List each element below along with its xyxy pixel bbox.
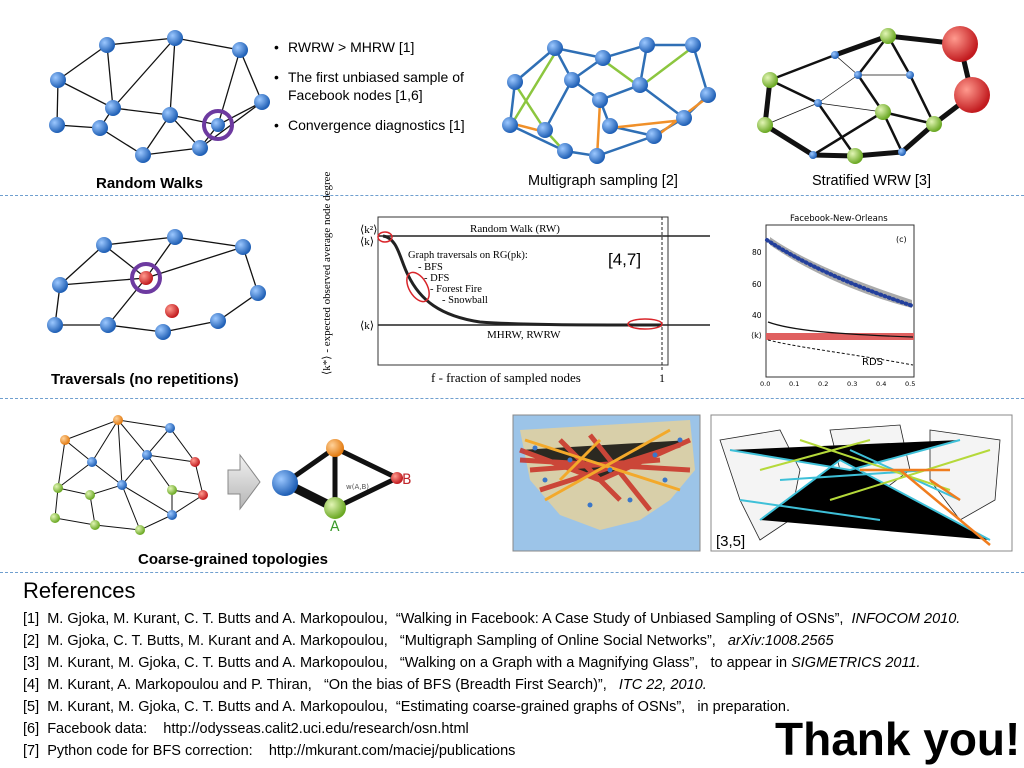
fb-chart-title: Facebook-New-Orleans <box>790 214 888 224</box>
bullet-list: RWRW > MHRW [1] The first unbiased sampl… <box>274 38 504 146</box>
coarse-graph-detail-nodes <box>50 415 208 535</box>
coarse-arrow-icon <box>227 453 261 511</box>
bullet-item: The first unbiased sample of Facebook no… <box>274 68 504 104</box>
coarse-node-b-label: B <box>402 472 412 488</box>
chart-legend-title: Graph traversals on RG(pk): <box>408 250 528 261</box>
thank-you-heading: Thank you! <box>775 713 1021 765</box>
fb-y-mean: ⟨k⟩ <box>751 331 762 340</box>
chart-rw-label: Random Walk (RW) <box>470 223 560 235</box>
reference-item: [2] M. Gjoka, C. T. Butts, M. Kurant and… <box>23 633 834 649</box>
chart-mhrw-label: MHRW, RWRW <box>487 329 561 341</box>
fb-ytick-40: 40 <box>752 311 762 320</box>
chart-ref: [4,7] <box>608 250 641 269</box>
references-section: References [1] M. Gjoka, M. Kurant, C. T… <box>23 578 1013 762</box>
traversal-chart: ⟨k²⟩ ⟨k⟩ ⟨k⟩ Random Walk (RW) Graph trav… <box>321 171 710 385</box>
random-walk-graph <box>56 37 263 156</box>
fb-ytick-60: 60 <box>752 280 762 289</box>
chart-xlabel: f - fraction of sampled nodes <box>431 370 581 385</box>
caption-random-walks: Random Walks <box>96 175 203 192</box>
section-divider-1 <box>0 195 1024 196</box>
caption-coarse: Coarse-grained topologies <box>138 551 329 568</box>
stratified-nodes <box>757 26 990 164</box>
chart-legend-bfs: - BFS <box>418 262 443 273</box>
map-ref: [3,5] <box>716 533 745 550</box>
reference-item: [4] M. Kurant, A. Markopoulou and P. Thi… <box>23 677 707 693</box>
fb-xtick-3: 0.3 <box>847 380 857 388</box>
reference-item: [5] M. Kurant, M. Gjoka, C. T. Butts and… <box>23 699 791 715</box>
fb-xtick-1: 0.1 <box>789 380 799 388</box>
us-map-image <box>512 414 701 552</box>
coarse-graph-summary <box>272 439 403 519</box>
section-divider-2 <box>0 398 1024 399</box>
chart-ylabel: ⟨k*⟩ - expected observed average node de… <box>321 171 333 375</box>
fb-chart: Facebook-New-Orleans (c) 80 60 40 ⟨k⟩ RD… <box>751 214 915 388</box>
reference-item: [3] M. Kurant, M. Gjoka, C. T. Butts and… <box>23 655 921 671</box>
chart-tick-k2: ⟨k²⟩ <box>360 224 377 236</box>
reference-link: http://odysseas.calit2.uci.edu/research/… <box>163 721 469 737</box>
reference-item: [7] Python code for BFS correction: http… <box>23 743 516 759</box>
fb-xtick-4: 0.4 <box>876 380 886 388</box>
reference-item: [1] M. Gjoka, M. Kurant, C. T. Butts and… <box>23 611 961 627</box>
chart-legend-dfs: - DFS <box>424 273 450 284</box>
bullet-item: RWRW > MHRW [1] <box>274 38 504 56</box>
chart-tick-k-bottom: ⟨k⟩ <box>360 320 374 332</box>
traversal-nodes <box>47 229 266 340</box>
fb-xtick-0: 0.0 <box>760 380 770 388</box>
world-map-image: [3,5] <box>710 414 1013 552</box>
traversal-graph <box>54 236 259 333</box>
reference-link: http://mkurant.com/maciej/publications <box>268 743 516 759</box>
stratified-graph <box>762 33 975 159</box>
caption-traversals: Traversals (no repetitions) <box>51 371 239 388</box>
bullet-item: Convergence diagnostics [1] <box>274 116 504 134</box>
fb-xtick-5: 0.5 <box>905 380 915 388</box>
illustrations-canvas: ⟨k²⟩ ⟨k⟩ ⟨k⟩ Random Walk (RW) Graph trav… <box>47 26 1013 552</box>
fb-xtick-2: 0.2 <box>818 380 828 388</box>
chart-tick-k: ⟨k⟩ <box>360 236 374 248</box>
section-divider-3 <box>0 572 1024 573</box>
references-title: References <box>23 578 136 603</box>
fb-rds-label: RDS <box>862 357 883 368</box>
caption-stratified: Stratified WRW [3] <box>812 173 931 189</box>
coarse-graph-detail <box>54 419 204 531</box>
coarse-edge-label: w(A,B) <box>346 483 370 491</box>
caption-multigraph: Multigraph sampling [2] <box>528 173 678 189</box>
random-walk-nodes <box>49 30 270 163</box>
fb-chart-panel: (c) <box>896 235 907 244</box>
reference-item: [6] Facebook data: http://odysseas.calit… <box>23 721 469 737</box>
coarse-node-a-label: A <box>330 519 340 535</box>
chart-legend-snowball: - Snowball <box>442 295 488 306</box>
chart-xtick-end: 1 <box>659 371 665 385</box>
fb-ytick-80: 80 <box>752 248 762 257</box>
multigraph-nodes <box>502 37 716 164</box>
chart-legend-forest: - Forest Fire <box>430 284 482 295</box>
